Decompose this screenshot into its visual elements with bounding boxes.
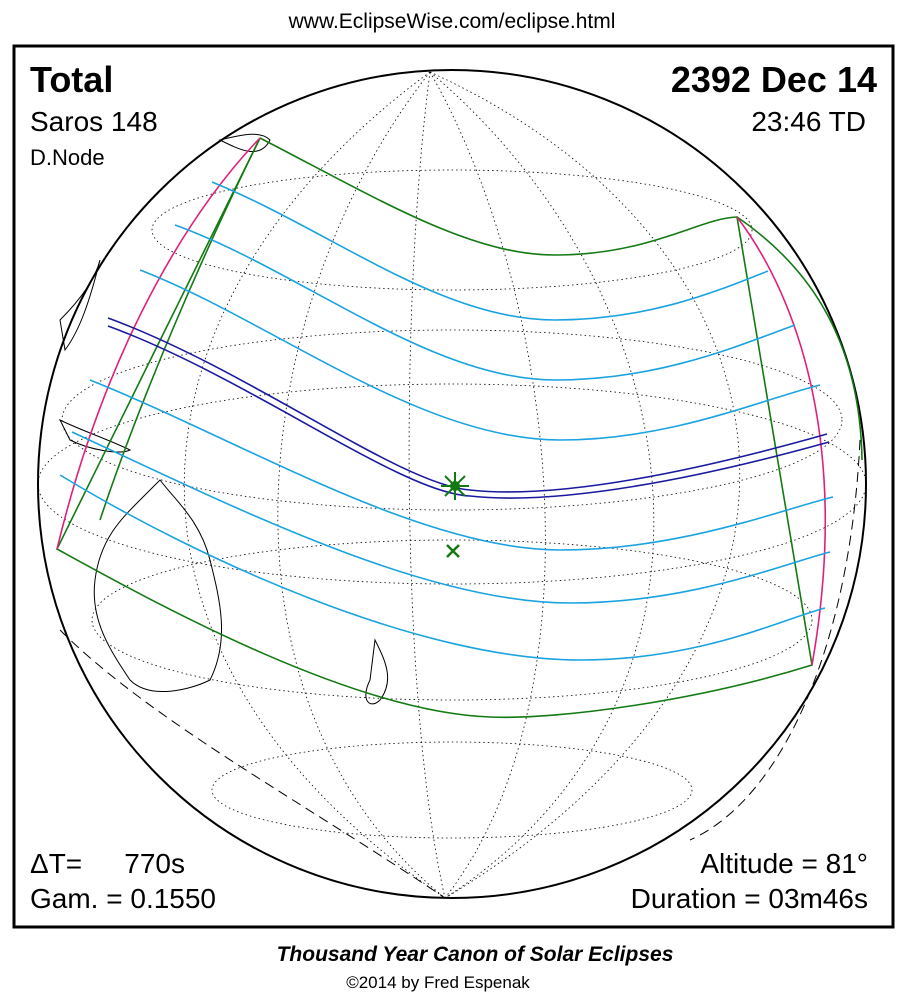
saros: Saros 148 bbox=[30, 106, 158, 137]
footer-title: Thousand Year Canon of Solar Eclipses bbox=[277, 943, 674, 966]
url: www.EclipseWise.com/eclipse.html bbox=[288, 10, 616, 33]
gamma: Gam. = 0.1550 bbox=[30, 883, 216, 914]
time: 23:46 TD bbox=[751, 106, 866, 137]
copyright: ©2014 by Fred Espenak bbox=[346, 973, 530, 992]
date: 2392 Dec 14 bbox=[671, 59, 877, 100]
delta-t-label: ΔT= bbox=[30, 848, 82, 879]
greatest-duration bbox=[446, 544, 460, 558]
coastlines bbox=[58, 133, 389, 705]
altitude: Altitude = 81° bbox=[700, 848, 868, 879]
delta-t: 770s bbox=[124, 848, 185, 879]
eclipse-path bbox=[55, 137, 863, 719]
node: D.Node bbox=[30, 145, 105, 170]
duration: Duration = 03m46s bbox=[631, 883, 868, 914]
eclipse-type: Total bbox=[30, 59, 113, 100]
